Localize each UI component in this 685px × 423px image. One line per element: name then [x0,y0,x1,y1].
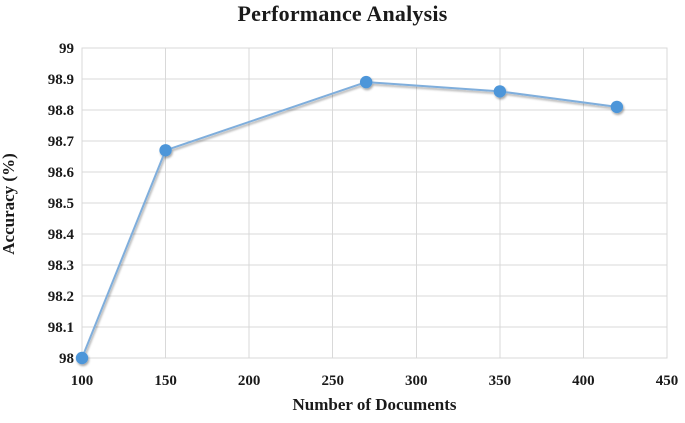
data-point [75,351,89,365]
x-tick-label: 350 [489,373,512,389]
y-tick-label: 99 [59,41,74,57]
data-point [359,75,373,89]
x-tick-label: 150 [154,373,177,389]
data-point [493,85,507,98]
chart-title: Performance Analysis [237,1,448,26]
x-axis-title: Number of Documents [292,395,457,414]
y-tick-label: 98.6 [48,165,75,181]
y-tick-label: 98.4 [48,227,75,243]
x-tick-label: 200 [238,373,261,389]
x-tick-label: 450 [656,373,679,389]
data-series-line [81,81,618,359]
y-tick-label: 98.5 [48,196,74,212]
x-tick-label: 400 [572,373,595,389]
plot-border [81,47,668,359]
x-tick-label: 300 [405,373,428,389]
data-point [159,144,172,157]
x-tick-label: 250 [321,373,344,389]
data-point [610,100,624,114]
y-tick-label: 98.9 [48,72,74,88]
y-tick-label: 98 [59,351,74,367]
data-series [75,75,624,365]
y-tick-label: 98.8 [48,103,74,119]
y-tick-label: 98.7 [48,134,75,150]
y-tick-label: 98.2 [48,289,74,305]
y-tick-label: 98.1 [48,320,74,336]
x-tick-label: 100 [71,373,94,389]
y-tick-label: 98.3 [48,258,74,274]
